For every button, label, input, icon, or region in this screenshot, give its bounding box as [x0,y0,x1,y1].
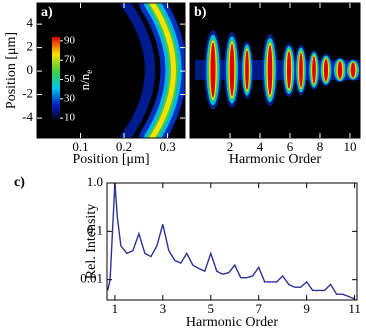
x-tick-label: 3 [160,301,167,316]
harmonic-blob [345,59,360,81]
y-tick-label: -4 [22,109,33,124]
panel-label: c) [14,175,25,190]
y-tick-label: 0 [27,62,34,77]
colorbar-label-main: n/n [77,73,92,90]
colorbar-tick-label: 10 [64,112,76,124]
y-axis-label: Position [μm] [4,32,19,109]
colorbar-label: n/ne [77,70,94,91]
colorbar [52,37,60,122]
y-axis-label: Rel. Intensity [84,204,99,279]
harmonic-blob [318,53,334,87]
plot-frame [106,182,358,301]
x-tick-label: 11 [348,301,361,316]
y-tick-label: 4 [27,15,34,30]
x-tick-label: 5 [208,301,215,316]
x-tick-label: 0.3 [159,139,175,154]
y-tick-label: 2 [27,39,34,54]
density-core [149,3,176,138]
x-axis-label: Harmonic Order [229,152,321,167]
harmonic-blob [281,43,297,97]
y-tick-label: -2 [22,86,33,101]
x-tick-label: 1 [112,301,119,316]
harmonic-map [195,30,360,110]
plot-frame [36,2,186,139]
harmonic-blob [262,34,278,106]
colorbar-tick-label: 70 [64,54,76,66]
panel-label: b) [194,5,207,20]
x-tick-label: 2 [227,139,234,154]
x-tick-label: 10 [343,139,356,154]
colorbar-label-sub: e [84,70,94,74]
colorbar-tick-label: 90 [64,34,76,46]
harmonic-blob [240,41,254,99]
y-tick-label: 0.1 [87,222,103,237]
x-tick-label: 0.2 [116,139,132,154]
intensity-line [107,182,355,300]
x-axis-label: Harmonic Order [186,315,278,330]
x-tick-label: 6 [287,139,294,154]
harmonic-blob [307,50,321,90]
density-branch [120,3,155,138]
y-tick-label: 1.0 [87,174,103,189]
harmonic-blob [294,44,308,96]
panel-label: a) [41,5,53,20]
plot-frame [189,2,361,139]
density-map [120,3,185,138]
harmonic-blob [224,32,240,108]
x-tick-label: 0.1 [72,139,88,154]
x-tick-label: 7 [255,301,262,316]
x-tick-label: 4 [257,139,264,154]
x-tick-label: 9 [303,301,310,316]
x-axis-label: Position [μm] [72,152,149,167]
colorbar-tick-label: 50 [64,73,76,85]
x-tick-label: 8 [317,139,324,154]
y-tick-label: 0.01 [80,271,103,286]
colorbar-tick-label: 30 [64,92,76,104]
harmonic-blob [204,30,222,110]
